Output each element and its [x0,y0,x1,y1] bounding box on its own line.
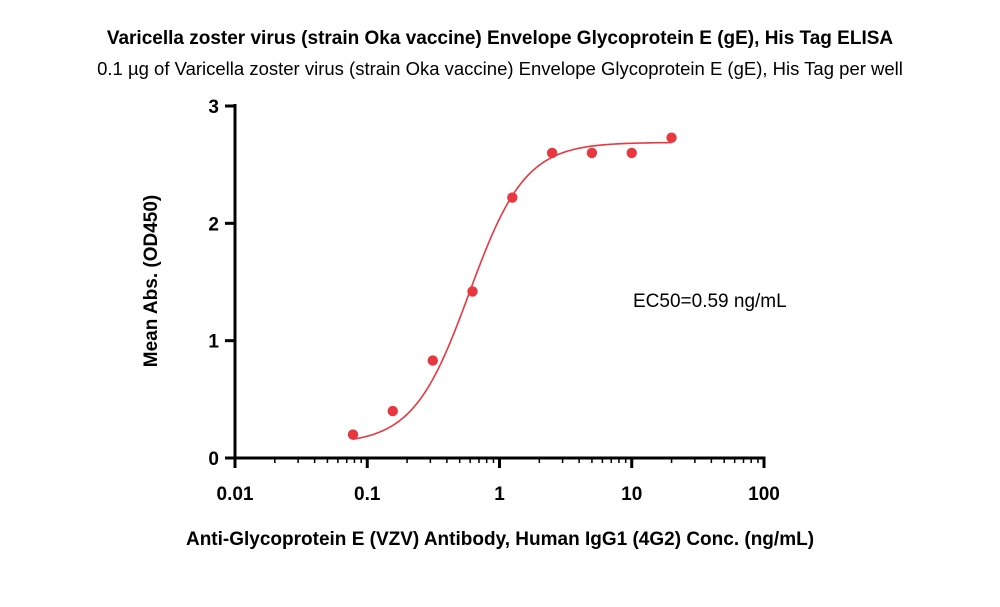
chart-title: Varicella zoster virus (strain Oka vacci… [106,28,894,49]
data-points [347,132,677,440]
x-tick-label: 1 [494,484,505,505]
x-ticks: 0.01 0.1 1 10 100 [217,458,780,505]
data-point [507,192,518,203]
x-tick-label: 100 [748,484,780,505]
chart-subtitle: 0.1 µg of Varicella zoster virus (strain… [97,58,903,79]
y-tick-label: 1 [208,332,219,353]
ec50-annotation: EC50=0.59 ng/mL [633,291,787,312]
data-point [427,355,438,366]
y-tick-label: 0 [208,449,219,470]
y-axis-label: Mean Abs. (OD450) [141,195,162,367]
x-tick-label: 0.1 [354,484,381,505]
y-tick-label: 3 [208,97,219,118]
axes [233,104,766,460]
x-tick-label: 0.01 [217,484,254,505]
data-point [387,405,398,417]
x-axis-label: Anti-Glycoprotein E (VZV) Antibody, Huma… [186,529,814,550]
data-point [546,147,558,159]
y-tick-label: 2 [208,214,219,235]
data-point [586,147,598,159]
data-point [626,147,637,159]
data-point [467,286,478,297]
fit-curve [352,141,672,441]
x-tick-label: 10 [621,484,642,505]
data-point [666,132,677,143]
y-ticks: 0 1 2 3 [208,97,235,470]
data-point [347,429,359,440]
